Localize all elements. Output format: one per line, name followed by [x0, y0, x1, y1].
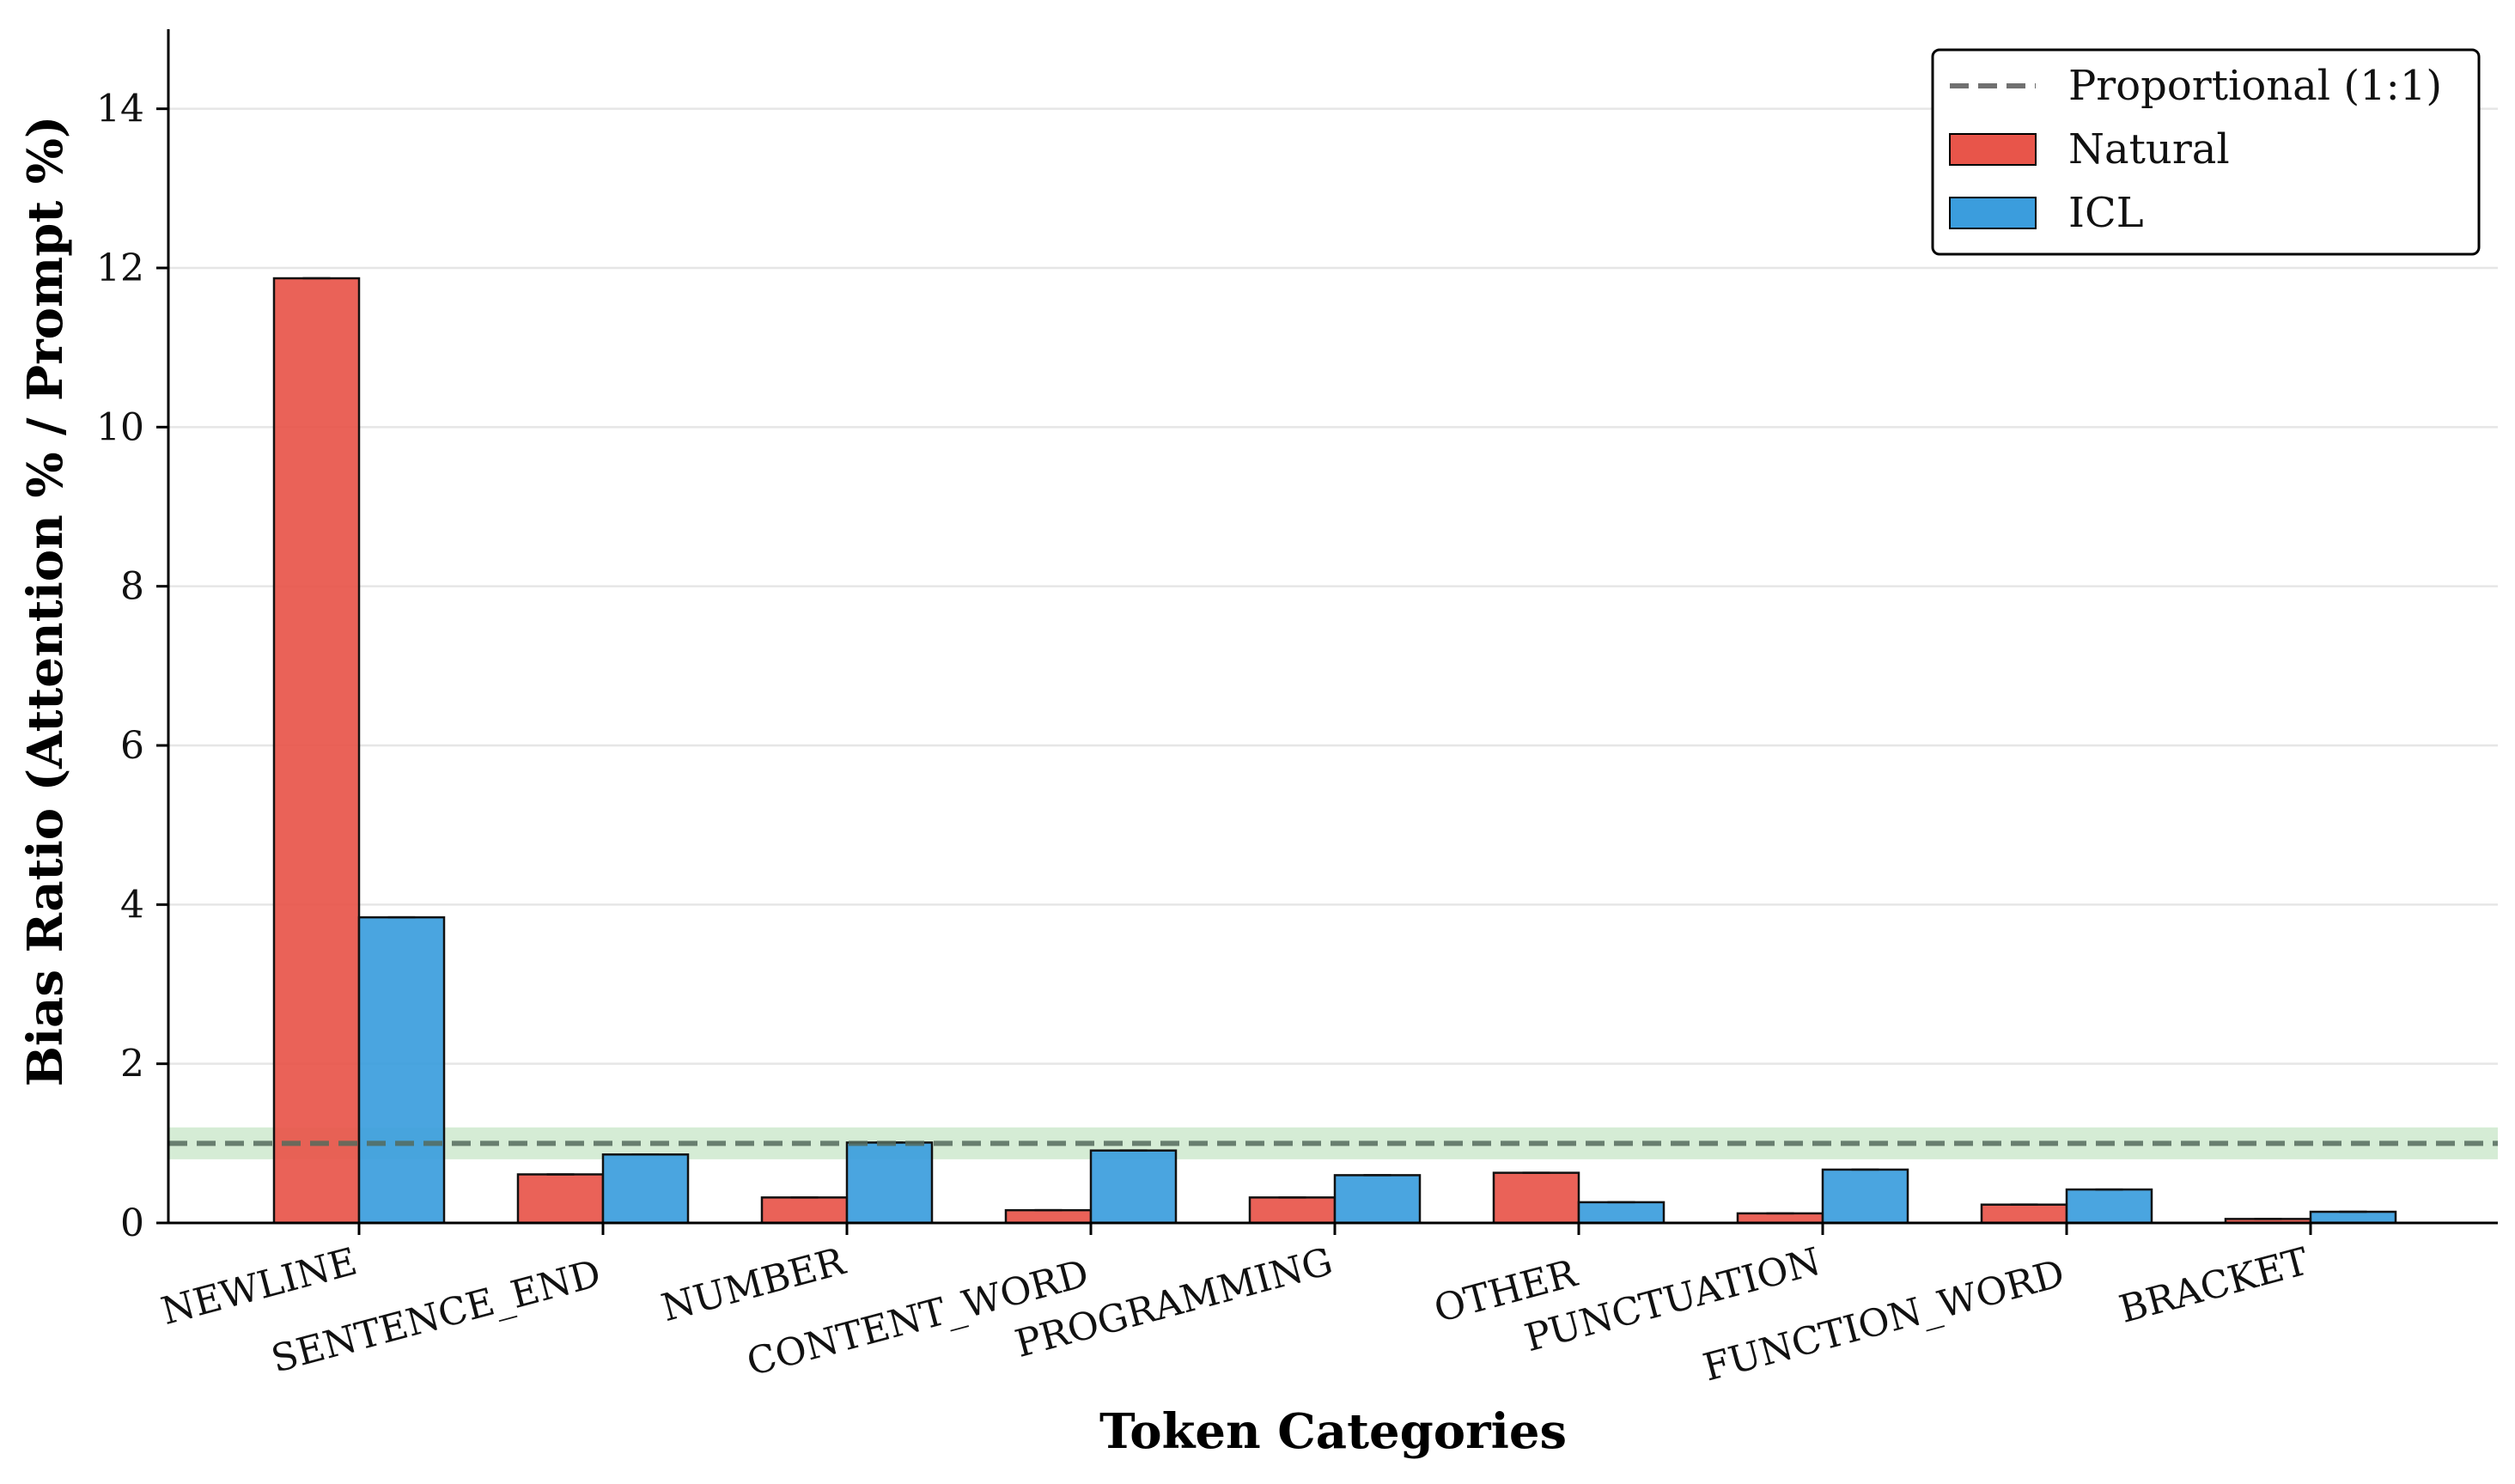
bar-natural-punctuation — [1736, 1212, 1824, 1225]
x-tick-label: BRACKET — [2115, 1239, 2313, 1332]
y-tick-label: 10 — [96, 405, 144, 449]
y-tick-label: 12 — [96, 246, 144, 290]
legend-label-natural: Natural — [2068, 125, 2230, 173]
y-tick-label: 2 — [120, 1043, 144, 1086]
bar-icl-newline — [357, 915, 446, 1225]
bar-icl-function_word — [2065, 1188, 2153, 1225]
bar-natural-other — [1492, 1171, 1580, 1225]
legend-frame — [1931, 48, 2481, 256]
bars — [272, 277, 2397, 1225]
y-axis-title: Bias Ratio (Attention % / Prompt %) — [17, 116, 74, 1087]
y-tick-label: 14 — [96, 88, 144, 131]
y-tick-label: 8 — [120, 565, 144, 609]
x-tick-label: NUMBER — [657, 1239, 851, 1330]
bar-icl-number — [845, 1141, 934, 1225]
x-tick-label: NEWLINE — [157, 1239, 362, 1334]
bar-natural-content_word — [1004, 1208, 1093, 1225]
bar-natural-number — [760, 1196, 849, 1225]
bar-icl-bracket — [2309, 1210, 2397, 1225]
y-tick-label: 0 — [120, 1201, 144, 1245]
bar-icl-content_word — [1089, 1149, 1178, 1225]
bar-icl-other — [1577, 1201, 1666, 1225]
legend: Proportional (1:1) Natural ICL — [1931, 48, 2481, 256]
bar-natural-newline — [272, 277, 361, 1225]
bar-natural-programming — [1248, 1196, 1337, 1225]
bar-icl-programming — [1333, 1174, 1422, 1225]
legend-label-icl: ICL — [2068, 189, 2144, 237]
y-tick-label: 4 — [120, 883, 144, 927]
legend-swatch-natural — [1949, 133, 2037, 166]
x-axis-title: Token Categories — [1099, 1403, 1567, 1460]
y-ticks: 0 2 4 6 8 10 12 14 — [96, 88, 168, 1245]
legend-swatch-icl — [1949, 197, 2037, 229]
bar-natural-function_word — [1980, 1203, 2068, 1225]
bar-icl-punctuation — [1821, 1168, 1909, 1225]
grid-lines — [168, 107, 2498, 1065]
bar-icl-sentence_end — [601, 1153, 690, 1225]
bar-natural-sentence_end — [516, 1173, 605, 1225]
y-tick-label: 6 — [120, 724, 144, 768]
legend-label-reference: Proportional (1:1) — [2068, 62, 2442, 110]
axes — [167, 29, 2498, 1225]
